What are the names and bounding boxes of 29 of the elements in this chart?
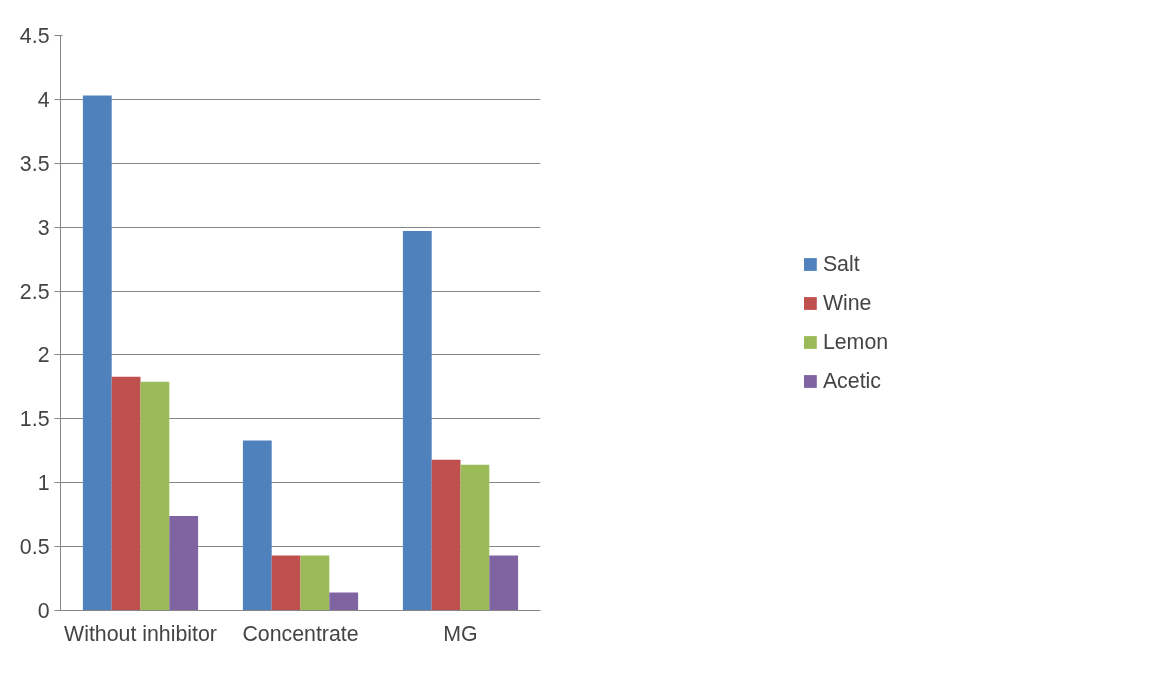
legend-label: Acetic — [822, 368, 881, 394]
bar — [140, 381, 170, 611]
legend-label: Lemon — [822, 329, 889, 355]
y-tick-label: 3 — [37, 215, 50, 240]
bar — [460, 464, 490, 611]
y-tick-label: 1 — [37, 471, 50, 496]
x-tick-label: Concentrate — [242, 621, 359, 646]
legend-label: Wine — [822, 290, 872, 316]
bar — [431, 459, 461, 611]
bar — [111, 376, 141, 611]
bar — [82, 95, 112, 611]
y-tick-label: 2 — [37, 343, 50, 368]
bar — [300, 555, 330, 611]
legend-label: Salt — [822, 251, 860, 277]
bar — [489, 555, 519, 611]
y-tick-label: 0 — [37, 599, 50, 623]
y-tick-label: 2.5 — [19, 279, 50, 304]
bar — [242, 440, 272, 611]
x-tick-label: MG — [443, 621, 478, 646]
bar — [402, 231, 432, 611]
bar — [329, 592, 359, 611]
bar — [169, 515, 199, 611]
x-tick-label: Without inhibitor — [64, 621, 217, 646]
y-tick-label: 0.5 — [19, 535, 50, 560]
y-tick-label: 4 — [37, 87, 50, 112]
bar — [271, 555, 301, 611]
y-tick-label: 1.5 — [19, 407, 50, 432]
y-tick-label: 4.5 — [19, 24, 50, 48]
y-tick-label: 3.5 — [19, 151, 50, 176]
